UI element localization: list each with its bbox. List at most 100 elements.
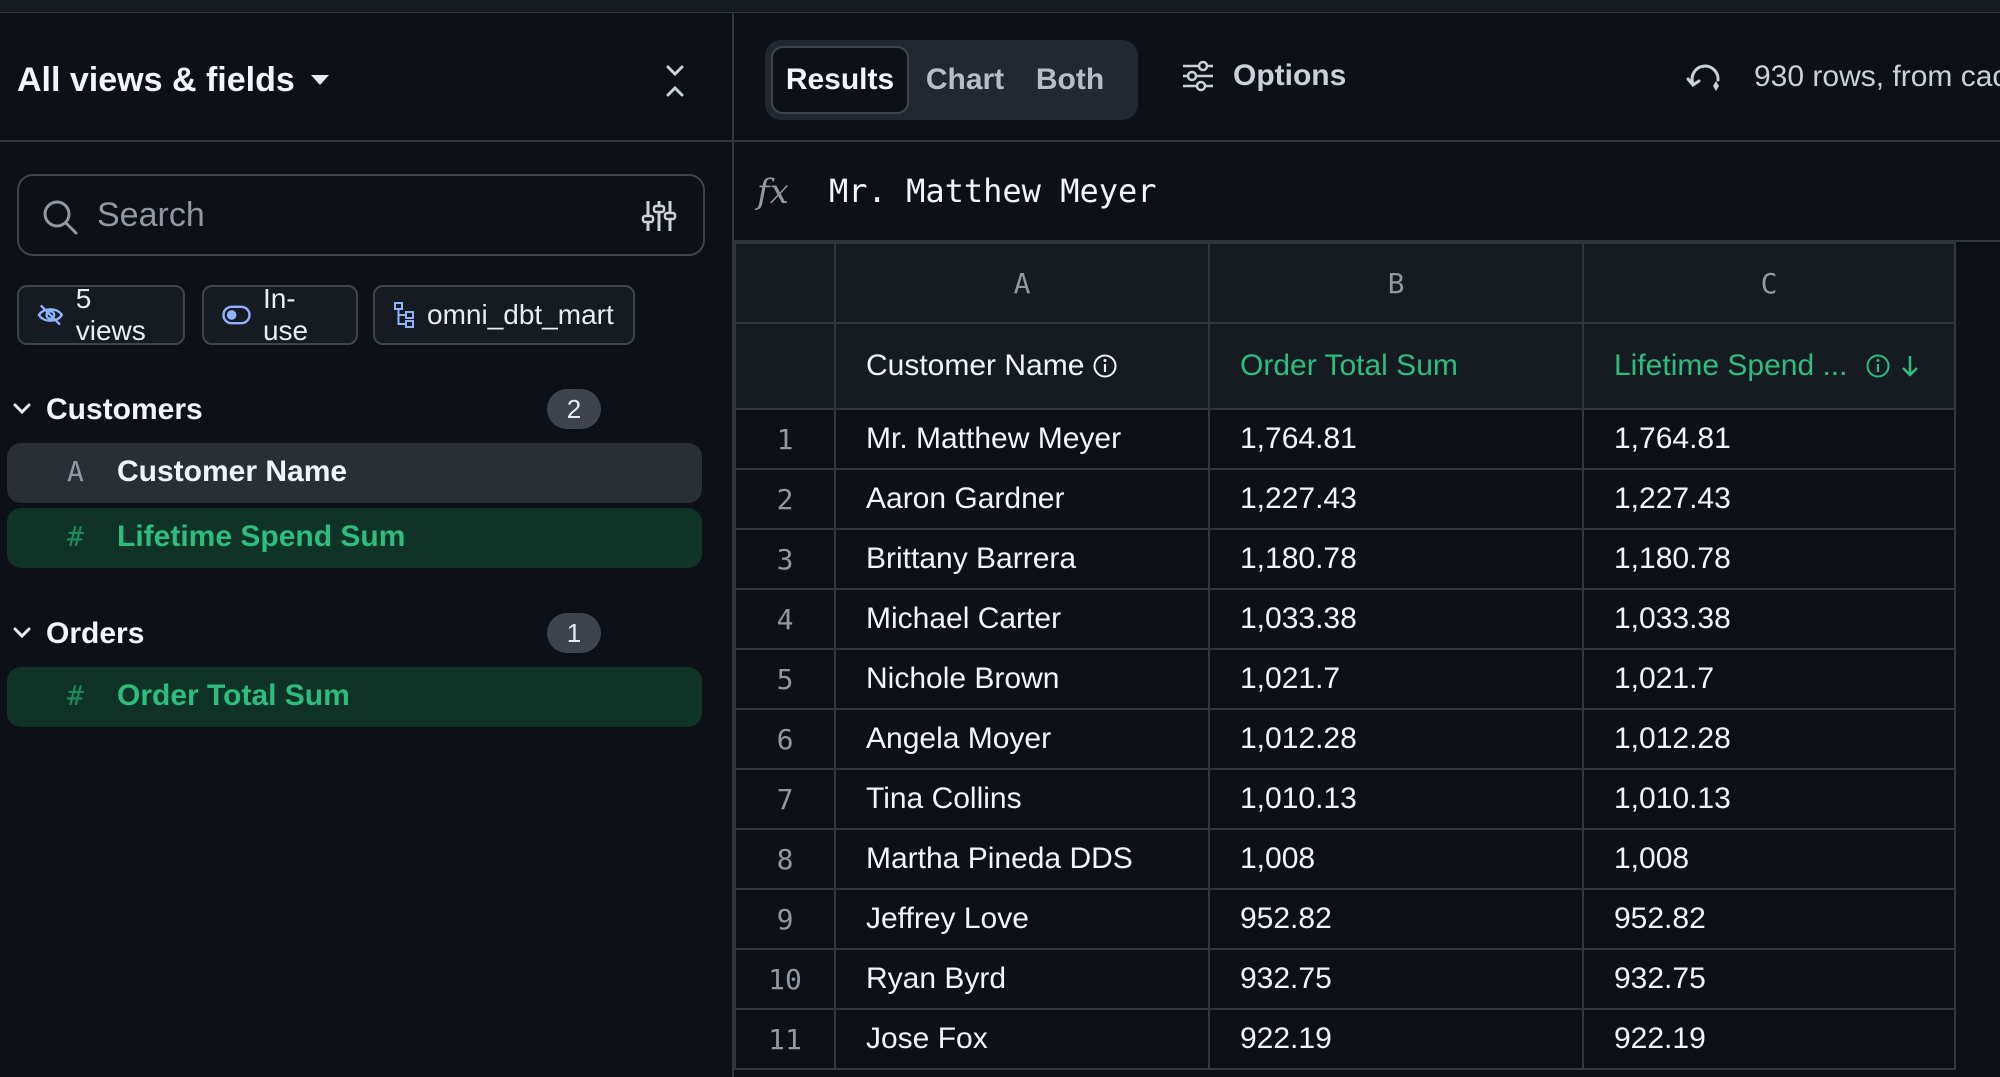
field-label: Lifetime Spend Sum bbox=[117, 520, 406, 553]
column-letter[interactable]: A bbox=[834, 242, 1210, 324]
table-cell[interactable]: 1,012.28 bbox=[1582, 708, 1956, 770]
table-cell[interactable]: Mr. Matthew Meyer bbox=[834, 408, 1210, 470]
table-cell[interactable]: Brittany Barrera bbox=[834, 528, 1210, 590]
corner-cell[interactable] bbox=[734, 242, 836, 324]
chip-model[interactable]: omni_dbt_mart bbox=[373, 285, 635, 345]
tab-results[interactable]: Results bbox=[771, 46, 909, 114]
formula-value[interactable]: Mr. Matthew Meyer bbox=[829, 172, 1157, 210]
table-row[interactable]: 3 Brittany Barrera 1,180.78 1,180.78 bbox=[734, 528, 1956, 590]
table-cell[interactable]: 1,180.78 bbox=[1582, 528, 1956, 590]
chip-in-use[interactable]: In-use bbox=[202, 283, 358, 346]
table-cell[interactable]: Angela Moyer bbox=[834, 708, 1210, 770]
field-label: Order Total Sum bbox=[117, 679, 350, 712]
corner-cell bbox=[734, 322, 836, 410]
options-label: Options bbox=[1233, 59, 1347, 92]
table-row[interactable]: 11 Jose Fox 922.19 922.19 bbox=[734, 1008, 1956, 1070]
table-cell[interactable]: 1,033.38 bbox=[1208, 588, 1584, 650]
field-lifetime-spend-sum[interactable]: # Lifetime Spend Sum bbox=[7, 508, 702, 568]
column-header-lifetime-spend[interactable]: Lifetime Spend ... bbox=[1582, 322, 1956, 410]
info-icon[interactable] bbox=[1865, 353, 1891, 379]
table-cell[interactable]: 1,227.43 bbox=[1208, 468, 1584, 530]
row-number[interactable]: 11 bbox=[734, 1008, 836, 1070]
table-cell[interactable]: 1,008 bbox=[1208, 828, 1584, 890]
table-cell[interactable]: 1,010.13 bbox=[1582, 768, 1956, 830]
column-header-customer-name[interactable]: Customer Name bbox=[834, 322, 1210, 410]
table-cell[interactable]: 1,033.38 bbox=[1582, 588, 1956, 650]
table-cell[interactable]: Aaron Gardner bbox=[834, 468, 1210, 530]
section-customers[interactable]: Customers 2 bbox=[0, 385, 620, 435]
table-cell[interactable]: 952.82 bbox=[1208, 888, 1584, 950]
sort-descending-icon[interactable] bbox=[1899, 353, 1921, 379]
options-button[interactable]: Options bbox=[1181, 59, 1346, 93]
row-number[interactable]: 8 bbox=[734, 828, 836, 890]
results-toolbar: Results Chart Both Options 930 rows, fro… bbox=[734, 13, 2000, 142]
column-header-label: Customer Name bbox=[866, 349, 1085, 382]
row-number[interactable]: 3 bbox=[734, 528, 836, 590]
row-number[interactable]: 5 bbox=[734, 648, 836, 710]
collapse-icon[interactable] bbox=[660, 61, 690, 101]
chevron-down-icon[interactable] bbox=[12, 399, 32, 419]
table-cell[interactable]: Tina Collins bbox=[834, 768, 1210, 830]
table-cell[interactable]: Michael Carter bbox=[834, 588, 1210, 650]
tab-chart[interactable]: Chart bbox=[925, 63, 1005, 96]
field-label: Customer Name bbox=[117, 455, 348, 488]
row-number[interactable]: 9 bbox=[734, 888, 836, 950]
section-count-badge: 1 bbox=[547, 613, 601, 653]
results-panel: Results Chart Both Options 930 rows, fro… bbox=[734, 13, 2000, 1077]
table-row[interactable]: 8 Martha Pineda DDS 1,008 1,008 bbox=[734, 828, 1956, 890]
table-cell[interactable]: 1,764.81 bbox=[1582, 408, 1956, 470]
table-cell[interactable]: 932.75 bbox=[1582, 948, 1956, 1010]
table-cell[interactable]: 1,010.13 bbox=[1208, 768, 1584, 830]
row-number[interactable]: 4 bbox=[734, 588, 836, 650]
search-icon bbox=[43, 200, 78, 235]
row-number[interactable]: 10 bbox=[734, 948, 836, 1010]
row-count-status: 930 rows, from cac bbox=[1754, 60, 2000, 93]
field-customer-name[interactable]: A Customer Name bbox=[7, 443, 702, 503]
table-cell[interactable]: 1,021.7 bbox=[1582, 648, 1956, 710]
row-number[interactable]: 2 bbox=[734, 468, 836, 530]
refresh-cache-icon[interactable] bbox=[1685, 58, 1725, 98]
column-letter[interactable]: C bbox=[1582, 242, 1956, 324]
search-input[interactable] bbox=[97, 193, 597, 237]
table-cell[interactable]: Nichole Brown bbox=[834, 648, 1210, 710]
chip-label: In-use bbox=[262, 283, 309, 346]
table-cell[interactable]: 1,180.78 bbox=[1208, 528, 1584, 590]
table-cell[interactable]: 922.19 bbox=[1582, 1008, 1956, 1070]
tab-both[interactable]: Both bbox=[1035, 63, 1105, 96]
chevron-down-icon[interactable] bbox=[311, 75, 329, 85]
toggle-icon bbox=[222, 305, 251, 325]
chevron-down-icon[interactable] bbox=[12, 623, 32, 643]
table-cell[interactable]: 1,227.43 bbox=[1582, 468, 1956, 530]
field-order-total-sum[interactable]: # Order Total Sum bbox=[7, 667, 702, 727]
table-row[interactable]: 6 Angela Moyer 1,012.28 1,012.28 bbox=[734, 708, 1956, 770]
table-cell[interactable]: 1,764.81 bbox=[1208, 408, 1584, 470]
table-cell[interactable]: Ryan Byrd bbox=[834, 948, 1210, 1010]
table-cell[interactable]: 1,012.28 bbox=[1208, 708, 1584, 770]
table-row[interactable]: 5 Nichole Brown 1,021.7 1,021.7 bbox=[734, 648, 1956, 710]
column-letter[interactable]: B bbox=[1208, 242, 1584, 324]
table-cell[interactable]: Martha Pineda DDS bbox=[834, 828, 1210, 890]
section-orders[interactable]: Orders 1 bbox=[0, 609, 620, 659]
table-cell[interactable]: 1,021.7 bbox=[1208, 648, 1584, 710]
table-row[interactable]: 2 Aaron Gardner 1,227.43 1,227.43 bbox=[734, 468, 1956, 530]
panel-title[interactable]: All views & fields bbox=[17, 61, 295, 99]
row-number[interactable]: 7 bbox=[734, 768, 836, 830]
chip-views[interactable]: 5 views bbox=[17, 283, 185, 346]
table-cell[interactable]: 1,008 bbox=[1582, 828, 1956, 890]
table-cell[interactable]: 932.75 bbox=[1208, 948, 1584, 1010]
row-number[interactable]: 1 bbox=[734, 408, 836, 470]
table-row[interactable]: 1 Mr. Matthew Meyer 1,764.81 1,764.81 bbox=[734, 408, 1956, 470]
table-cell[interactable]: 922.19 bbox=[1208, 1008, 1584, 1070]
table-body: 1 Mr. Matthew Meyer 1,764.81 1,764.81 2 Aaron… bbox=[734, 408, 1956, 1070]
table-row[interactable]: 4 Michael Carter 1,033.38 1,033.38 bbox=[734, 588, 1956, 650]
table-cell[interactable]: 952.82 bbox=[1582, 888, 1956, 950]
table-row[interactable]: 10 Ryan Byrd 932.75 932.75 bbox=[734, 948, 1956, 1010]
filter-settings-icon[interactable] bbox=[641, 198, 677, 234]
table-row[interactable]: 9 Jeffrey Love 952.82 952.82 bbox=[734, 888, 1956, 950]
table-cell[interactable]: Jose Fox bbox=[834, 1008, 1210, 1070]
table-row[interactable]: 7 Tina Collins 1,010.13 1,010.13 bbox=[734, 768, 1956, 830]
table-cell[interactable]: Jeffrey Love bbox=[834, 888, 1210, 950]
row-number[interactable]: 6 bbox=[734, 708, 836, 770]
column-header-order-total-sum[interactable]: Order Total Sum bbox=[1208, 322, 1584, 410]
info-icon[interactable] bbox=[1092, 353, 1118, 379]
